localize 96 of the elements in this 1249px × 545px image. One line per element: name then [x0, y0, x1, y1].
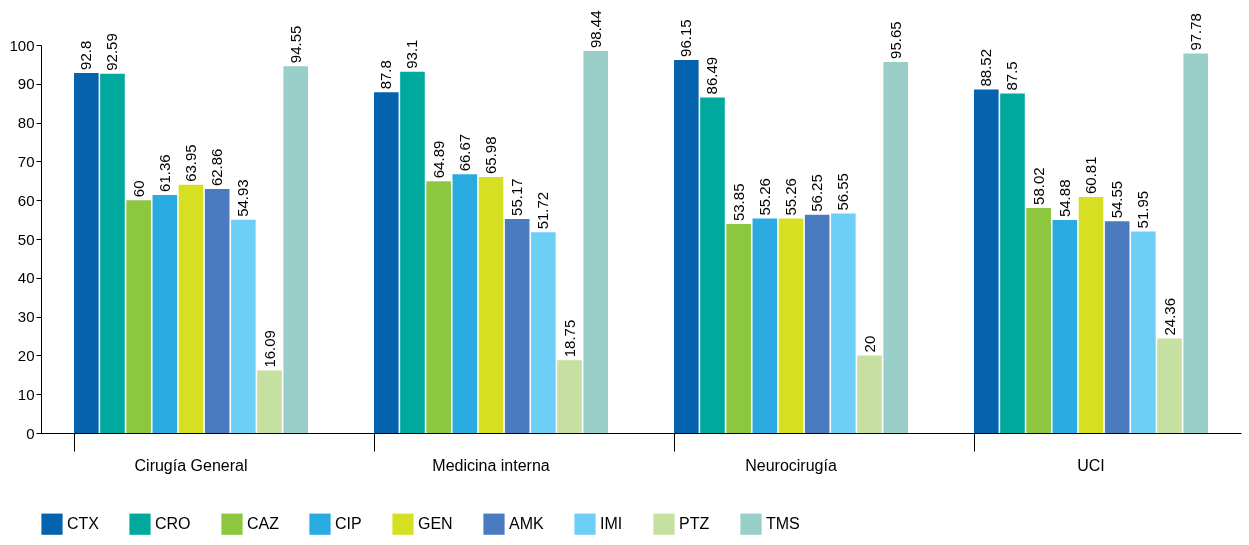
- bar: [857, 355, 882, 433]
- data-label: 55.26: [782, 178, 799, 216]
- bar: [1052, 220, 1078, 433]
- data-label: 51.72: [534, 191, 552, 230]
- bar: [100, 73, 125, 433]
- bar: [883, 61, 908, 433]
- legend-label: CAZ: [247, 515, 280, 533]
- data-label: 54.93: [234, 179, 252, 217]
- y-tick-label: 40: [17, 269, 35, 287]
- data-label: 66.67: [455, 133, 473, 172]
- bar: [257, 370, 282, 433]
- y-tick-label: 60: [17, 191, 35, 209]
- data-label: 53.85: [729, 183, 747, 222]
- data-label: 51.95: [1134, 190, 1152, 229]
- bar: [726, 224, 751, 433]
- data-label: 61.36: [155, 154, 173, 192]
- data-label: 97.78: [1186, 13, 1204, 51]
- bar: [804, 214, 830, 433]
- data-label: 18.75: [560, 319, 578, 358]
- x-tick-label: Neurocirugía: [745, 456, 837, 474]
- data-label: 60.81: [1082, 156, 1099, 195]
- data-label: 55.17: [508, 178, 526, 216]
- y-tick-label: 30: [17, 308, 35, 326]
- data-label: 95.65: [886, 21, 904, 59]
- data-label: 94.55: [286, 25, 304, 64]
- bar: [478, 177, 504, 433]
- bar: [204, 189, 230, 433]
- bar: [426, 181, 451, 433]
- data-label: 20: [860, 335, 878, 353]
- data-label: 56.55: [834, 173, 852, 211]
- bar: [126, 200, 151, 433]
- legend-label: CTX: [67, 515, 100, 533]
- bar: [374, 92, 399, 433]
- bar: [74, 72, 99, 433]
- data-label: 56.25: [808, 174, 826, 212]
- data-label: 88.52: [977, 49, 995, 87]
- data-label: 58.02: [1029, 167, 1047, 205]
- x-tick-label: Cirugía General: [134, 456, 248, 474]
- bar: [400, 71, 425, 433]
- y-tick-label: 90: [17, 75, 35, 93]
- data-label: 98.44: [586, 10, 604, 49]
- y-tick-label: 100: [9, 36, 35, 54]
- bar: [531, 232, 556, 433]
- y-tick-label: 80: [17, 114, 35, 132]
- data-label: 92.8: [77, 40, 95, 70]
- data-label: 86.49: [703, 56, 721, 95]
- bar: [974, 89, 999, 433]
- data-label: 54.55: [1108, 180, 1126, 219]
- y-tick-label: 10: [17, 385, 35, 403]
- data-label: 24.36: [1160, 297, 1178, 336]
- bar: [583, 51, 608, 433]
- bar: [1157, 338, 1182, 433]
- bar: [1104, 221, 1130, 433]
- data-label: 54.88: [1055, 179, 1073, 218]
- legend-label: GEN: [418, 515, 453, 533]
- legend-label: AMK: [509, 515, 544, 533]
- bar: [674, 59, 699, 433]
- y-tick-label: 0: [26, 424, 35, 442]
- bar: [752, 218, 778, 433]
- bar: [557, 360, 582, 433]
- data-label: 60: [129, 180, 147, 198]
- data-label: 64.89: [429, 140, 447, 179]
- x-tick-label: Medicina interna: [432, 456, 550, 474]
- bar: [831, 213, 856, 433]
- data-label: 65.98: [482, 136, 499, 174]
- bar: [1131, 231, 1156, 433]
- bar: [1078, 197, 1104, 433]
- bar: [452, 174, 478, 433]
- bar: [283, 66, 308, 433]
- data-label: 93.1: [403, 39, 421, 69]
- bar: [1183, 53, 1208, 433]
- data-label: 96.15: [677, 19, 695, 57]
- data-label: 92.59: [103, 33, 121, 71]
- bar: [504, 218, 530, 433]
- bar: [700, 97, 725, 433]
- bar: [231, 219, 256, 433]
- y-tick-label: 50: [17, 230, 35, 248]
- legend-label: TMS: [766, 515, 800, 533]
- data-label: 63.95: [182, 144, 199, 182]
- data-label: 87.5: [1003, 61, 1021, 91]
- legend-label: CRO: [155, 515, 191, 533]
- bar: [152, 194, 178, 433]
- bar: [178, 184, 204, 433]
- bar: [1026, 207, 1051, 433]
- y-tick-label: 70: [17, 152, 35, 170]
- legend-label: CIP: [335, 515, 362, 533]
- legend-label: IMI: [600, 515, 623, 533]
- data-label: 87.8: [377, 60, 395, 90]
- data-label: 16.09: [260, 330, 278, 368]
- bar: [1000, 93, 1025, 433]
- data-label: 62.86: [208, 148, 226, 187]
- data-label: 55.26: [755, 178, 773, 216]
- y-tick-label: 20: [17, 346, 35, 364]
- x-tick-label: UCI: [1077, 456, 1105, 474]
- bar: [778, 218, 804, 433]
- legend-label: PTZ: [679, 515, 710, 533]
